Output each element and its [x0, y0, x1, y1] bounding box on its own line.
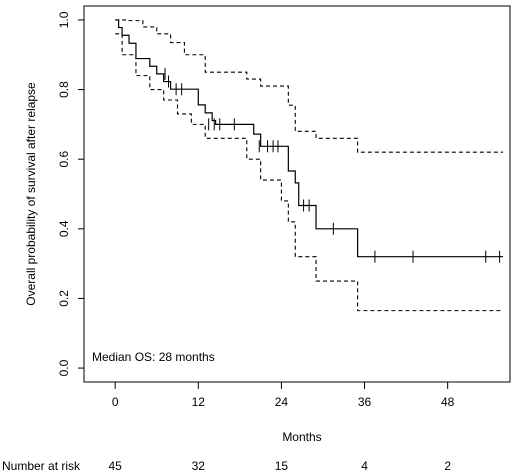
series-layer [115, 19, 504, 312]
x-tick-label: 36 [358, 395, 372, 409]
y-tick-label: 1.0 [57, 11, 71, 28]
x-axis-title: Months [282, 430, 321, 444]
x-tick-label: 12 [192, 395, 206, 409]
y-tick-label: 0.2 [57, 290, 71, 307]
risk-count: 2 [444, 459, 451, 473]
risk-table: Number at risk 45 32 15 4 2 [2, 459, 451, 473]
confidence-band-line [115, 33, 504, 312]
risk-count: 15 [275, 459, 289, 473]
x-tick-label: 48 [441, 395, 455, 409]
x-tick-label: 0 [112, 395, 119, 409]
y-tick-label: 0.8 [57, 81, 71, 98]
y-axis: 0.0 0.2 0.4 0.6 0.8 1.0 [57, 11, 85, 376]
y-tick-label: 0.4 [57, 220, 71, 237]
risk-count: 32 [192, 459, 206, 473]
censor-marks [164, 67, 501, 263]
plot-frame [83, 5, 511, 383]
y-tick-label: 0.6 [57, 151, 71, 168]
confidence-band-line [115, 19, 504, 153]
risk-count: 4 [361, 459, 368, 473]
y-axis-title: Overall probability of survival after re… [24, 82, 38, 306]
median-os-annotation: Median OS: 28 months [92, 350, 215, 364]
x-axis: 0 12 24 36 48 [112, 381, 455, 409]
y-tick-label: 0.0 [57, 359, 71, 376]
risk-table-label: Number at risk [2, 459, 81, 473]
x-tick-label: 24 [275, 395, 289, 409]
risk-count: 45 [108, 459, 122, 473]
survival-curve [115, 19, 504, 258]
